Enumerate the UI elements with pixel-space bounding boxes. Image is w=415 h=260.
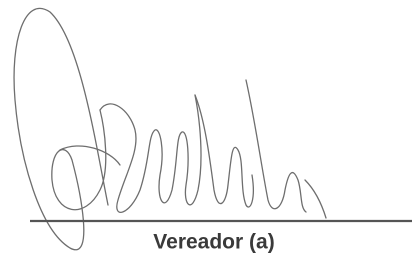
signature-block: Vereador (a) (0, 0, 415, 260)
signature (14, 8, 326, 249)
caption: Vereador (a) (153, 231, 274, 254)
